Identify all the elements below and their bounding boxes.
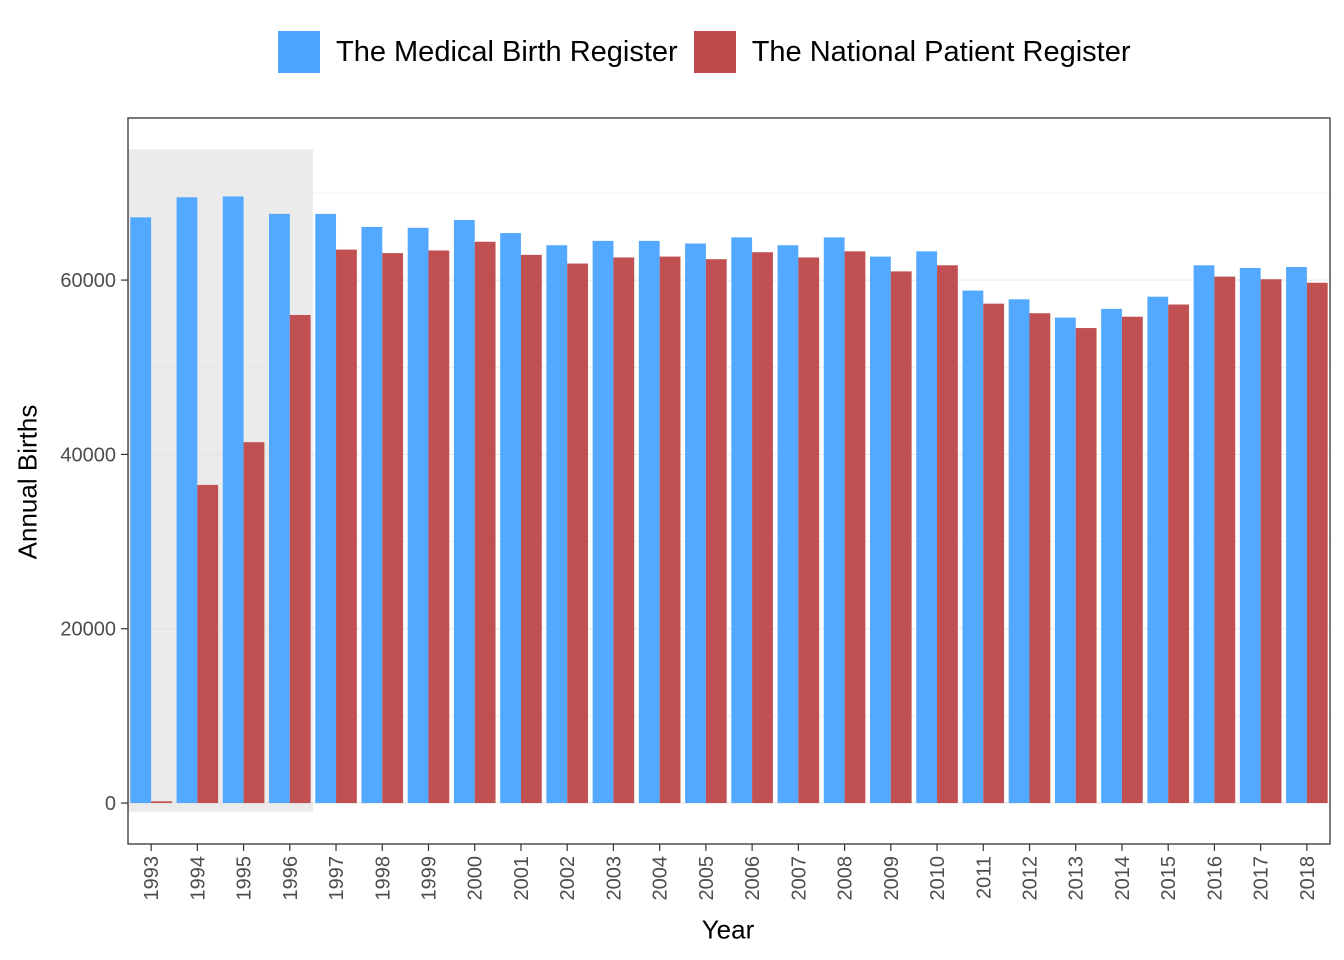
bar-national-patient-register bbox=[659, 256, 681, 804]
bar-national-patient-register bbox=[567, 263, 588, 804]
x-tick-label: 2005 bbox=[696, 856, 718, 901]
bar-medical-birth-register bbox=[1286, 267, 1307, 804]
x-tick-label: 2001 bbox=[511, 856, 533, 901]
bar-national-patient-register bbox=[890, 271, 912, 804]
y-axis-title: Annual Births bbox=[12, 404, 43, 560]
bar-national-patient-register bbox=[1075, 328, 1097, 804]
bar-medical-birth-register bbox=[1054, 317, 1076, 804]
bar-medical-birth-register bbox=[407, 227, 429, 804]
bar-medical-birth-register bbox=[315, 213, 337, 804]
bar-medical-birth-register bbox=[870, 256, 891, 804]
bar-national-patient-register bbox=[1260, 279, 1282, 804]
x-tick-label: 2016 bbox=[1204, 856, 1226, 901]
y-tick-label: 20000 bbox=[60, 619, 116, 641]
legend-label: The National Patient Register bbox=[751, 35, 1131, 68]
y-tick-label: 60000 bbox=[60, 270, 116, 292]
legend-label: The Medical Birth Register bbox=[336, 35, 678, 68]
bar-medical-birth-register bbox=[546, 245, 568, 804]
bar-medical-birth-register bbox=[500, 233, 521, 804]
x-tick-label: 2002 bbox=[557, 856, 579, 901]
x-tick-label: 1993 bbox=[141, 856, 163, 901]
x-tick-label: 2007 bbox=[788, 856, 810, 901]
bar-national-patient-register bbox=[1029, 313, 1051, 804]
x-tick-label: 1994 bbox=[187, 856, 209, 901]
bar-medical-birth-register bbox=[916, 251, 938, 804]
bar-medical-birth-register bbox=[1147, 296, 1169, 804]
bar-medical-birth-register bbox=[1101, 308, 1122, 804]
legend-swatch-blue bbox=[278, 31, 320, 73]
bar-medical-birth-register bbox=[1239, 267, 1261, 804]
bar-medical-birth-register bbox=[269, 213, 290, 804]
bar-national-patient-register bbox=[289, 314, 311, 804]
x-tick-label: 2015 bbox=[1158, 856, 1180, 901]
bar-national-patient-register bbox=[1214, 276, 1236, 804]
x-tick-label: 2004 bbox=[650, 856, 672, 901]
bar-medical-birth-register bbox=[823, 237, 845, 804]
y-tick-label: 0 bbox=[105, 793, 116, 815]
x-tick-label: 1999 bbox=[419, 856, 441, 901]
x-tick-label: 1998 bbox=[372, 856, 394, 901]
x-tick-label: 2003 bbox=[603, 856, 625, 901]
bar-medical-birth-register bbox=[361, 226, 383, 804]
x-tick-label: 1997 bbox=[326, 856, 348, 901]
x-tick-label: 2008 bbox=[835, 856, 857, 901]
bar-medical-birth-register bbox=[638, 240, 660, 804]
bar-national-patient-register bbox=[705, 259, 727, 804]
bar-medical-birth-register bbox=[731, 237, 753, 804]
bar-national-patient-register bbox=[1306, 282, 1328, 804]
x-tick-label: 2017 bbox=[1251, 856, 1273, 901]
bar-national-patient-register bbox=[798, 257, 820, 804]
y-axis: 0 20000 40000 60000 bbox=[60, 270, 128, 815]
bar-national-patient-register bbox=[1168, 304, 1189, 804]
legend: The Medical Birth Register The National … bbox=[278, 30, 1147, 74]
bar-national-patient-register bbox=[844, 251, 866, 804]
bar-national-patient-register bbox=[983, 303, 1005, 804]
x-tick-label: 1995 bbox=[234, 856, 256, 901]
legend-item-medical-birth-register: The Medical Birth Register bbox=[278, 31, 678, 73]
legend-item-national-patient-register: The National Patient Register bbox=[693, 31, 1131, 73]
x-tick-label: 2012 bbox=[1020, 856, 1042, 901]
x-tick-label: 2013 bbox=[1066, 856, 1088, 901]
bar-medical-birth-register bbox=[1193, 265, 1215, 804]
x-tick-label: 2006 bbox=[742, 856, 764, 901]
bar-national-patient-register bbox=[382, 253, 404, 804]
bar-medical-birth-register bbox=[685, 243, 706, 804]
x-tick-label: 2010 bbox=[927, 856, 949, 901]
bar-medical-birth-register bbox=[777, 245, 799, 804]
bar-national-patient-register bbox=[752, 252, 773, 804]
bars bbox=[130, 196, 1328, 804]
x-tick-label: 2011 bbox=[973, 856, 995, 899]
bar-medical-birth-register bbox=[176, 197, 198, 804]
bar-national-patient-register bbox=[336, 249, 357, 804]
bar-national-patient-register bbox=[197, 484, 219, 804]
bar-medical-birth-register bbox=[592, 240, 614, 804]
x-tick-label: 2000 bbox=[465, 856, 487, 901]
bar-national-patient-register bbox=[474, 241, 496, 804]
x-tick-label: 2018 bbox=[1297, 856, 1319, 901]
plot-border bbox=[127, 117, 1331, 845]
bar-medical-birth-register bbox=[222, 196, 244, 804]
x-tick-label: 2014 bbox=[1112, 856, 1134, 901]
bar-medical-birth-register bbox=[453, 219, 475, 804]
x-tick-label: 2009 bbox=[881, 856, 903, 901]
x-axis: 1993 1994 1995 1996 1997 1998 1999 2000 2001 2002… bbox=[141, 844, 1319, 901]
x-axis-title: Year bbox=[701, 914, 755, 945]
bar-national-patient-register bbox=[937, 265, 958, 804]
bar-national-patient-register bbox=[613, 257, 635, 804]
bar-national-patient-register bbox=[151, 801, 172, 804]
bar-national-patient-register bbox=[1121, 316, 1143, 804]
bar-medical-birth-register bbox=[962, 290, 984, 804]
y-tick-label: 40000 bbox=[60, 444, 116, 466]
bar-medical-birth-register bbox=[1008, 299, 1030, 804]
bar-medical-birth-register bbox=[130, 217, 152, 804]
bar-national-patient-register bbox=[243, 442, 265, 804]
bar-national-patient-register bbox=[428, 250, 450, 804]
legend-swatch-red bbox=[693, 31, 736, 73]
bar-national-patient-register bbox=[520, 254, 542, 804]
x-tick-label: 1996 bbox=[280, 856, 302, 901]
